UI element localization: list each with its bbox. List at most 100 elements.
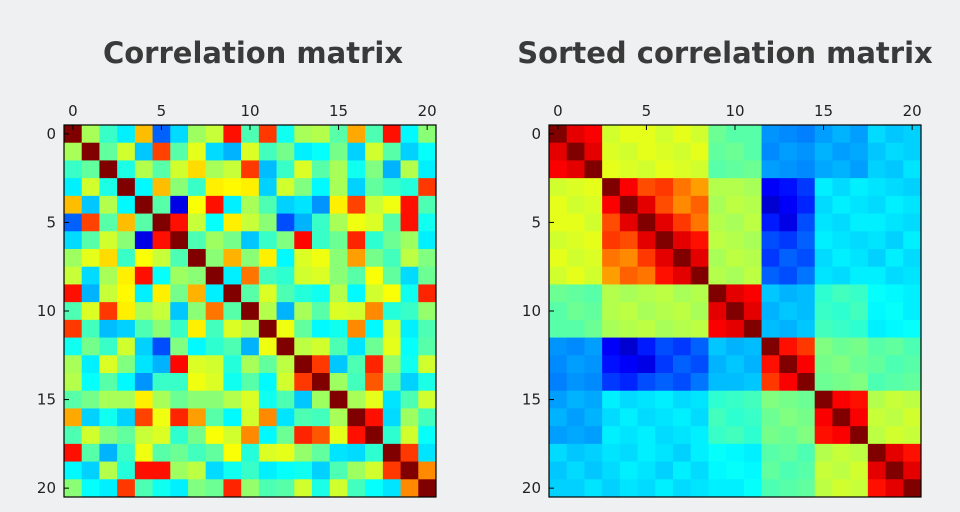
heatmap-cell	[673, 125, 692, 144]
heatmap-cell	[814, 213, 833, 232]
heatmap-cell	[64, 160, 83, 179]
heatmap-cell	[690, 461, 709, 480]
heatmap-cell	[566, 125, 585, 144]
heatmap-cell	[619, 390, 639, 409]
y-tick-label: 0	[531, 125, 541, 143]
heatmap-cell	[619, 142, 639, 161]
heatmap-cell	[400, 160, 419, 179]
heatmap-cell	[655, 426, 674, 445]
heatmap-cell	[170, 266, 189, 285]
heatmap-cell	[188, 443, 207, 463]
heatmap-cell	[276, 178, 295, 197]
heatmap-cell	[81, 284, 100, 303]
heatmap-cell	[779, 319, 798, 339]
heatmap-cell	[602, 443, 621, 463]
heatmap-cell	[223, 195, 242, 215]
heatmap-cell	[382, 231, 402, 250]
heatmap-cell	[903, 213, 922, 232]
heatmap-cell	[690, 443, 709, 463]
heatmap-cell	[797, 249, 816, 268]
heatmap-cell	[673, 142, 692, 161]
heatmap-cell	[637, 231, 656, 250]
heatmap-cell	[637, 337, 656, 356]
heatmap-cell	[400, 408, 419, 427]
heatmap-cell	[205, 408, 224, 427]
heatmap-cell	[347, 302, 366, 321]
heatmap-cell	[400, 461, 419, 480]
heatmap-cell	[761, 461, 780, 480]
heatmap-cell	[400, 319, 419, 339]
heatmap-cell	[584, 408, 603, 427]
heatmap-cell	[312, 408, 331, 427]
heatmap-cell	[329, 390, 348, 409]
heatmap-cell	[205, 266, 224, 285]
heatmap-cell	[814, 373, 833, 392]
sorted-correlation-heatmap-svg: 0 5 10 15 20 0 5 10 15 20	[522, 102, 922, 498]
heatmap-cell	[673, 319, 692, 339]
heatmap-cell	[637, 408, 656, 427]
heatmap-cell	[708, 284, 727, 303]
heatmap-cell	[673, 195, 692, 215]
heatmap-cell	[743, 213, 763, 232]
heatmap-cell	[903, 319, 922, 339]
heatmap-cell	[690, 284, 709, 303]
heatmap-cell	[584, 142, 603, 161]
heatmap-cell	[867, 125, 887, 144]
heatmap-cell	[903, 231, 922, 250]
heatmap-cell	[188, 479, 207, 498]
heatmap-cell	[850, 302, 869, 321]
heatmap-cell	[276, 284, 295, 303]
correlation-heatmap-svg: 0 5 10 15 20 0 5 10 15 20	[37, 102, 437, 498]
heatmap-cell	[382, 142, 402, 161]
heatmap-cell	[797, 355, 816, 374]
heatmap-cell	[867, 160, 887, 179]
heatmap-cell	[566, 249, 585, 268]
heatmap-cell	[347, 284, 366, 303]
heatmap-cell	[743, 125, 763, 144]
heatmap-cell	[584, 319, 603, 339]
heatmap-cell	[690, 373, 709, 392]
heatmap-cell	[673, 479, 692, 498]
heatmap-cell	[761, 337, 780, 356]
heatmap-cell	[223, 249, 242, 268]
heatmap-cell	[832, 479, 851, 498]
heatmap-cell	[726, 337, 745, 356]
x-tick-label: 10	[240, 102, 259, 120]
heatmap-cell	[602, 337, 621, 356]
heatmap-cell	[418, 461, 437, 480]
heatmap-cell	[152, 284, 171, 303]
heatmap-cell	[170, 390, 189, 409]
heatmap-cell	[99, 160, 118, 179]
heatmap-cell	[223, 390, 242, 409]
heatmap-cell	[602, 426, 621, 445]
heatmap-cell	[170, 213, 189, 232]
heatmap-cell	[276, 355, 295, 374]
heatmap-cell	[602, 284, 621, 303]
heatmap-cell	[64, 461, 83, 480]
heatmap-cell	[276, 319, 295, 339]
heatmap-cell	[117, 160, 136, 179]
heatmap-cell	[418, 195, 437, 215]
heatmap-cell	[885, 461, 904, 480]
heatmap-cell	[382, 443, 402, 463]
heatmap-cell	[347, 461, 366, 480]
heatmap-cell	[205, 337, 224, 356]
heatmap-cell	[850, 337, 869, 356]
heatmap-cell	[382, 213, 402, 232]
heatmap-cell	[294, 142, 313, 161]
heatmap-cell	[655, 337, 674, 356]
heatmap-cell	[743, 408, 763, 427]
heatmap-cell	[797, 284, 816, 303]
heatmap-cell	[779, 125, 798, 144]
heatmap-cell	[99, 142, 118, 161]
heatmap-cell	[761, 355, 780, 374]
heatmap-cell	[365, 479, 384, 498]
heatmap-cell	[81, 266, 100, 285]
heatmap-cell	[418, 408, 437, 427]
heatmap-cell	[312, 461, 331, 480]
heatmap-cell	[885, 302, 904, 321]
heatmap-cell	[797, 302, 816, 321]
heatmap-cell	[779, 390, 798, 409]
heatmap-cell	[365, 213, 384, 232]
